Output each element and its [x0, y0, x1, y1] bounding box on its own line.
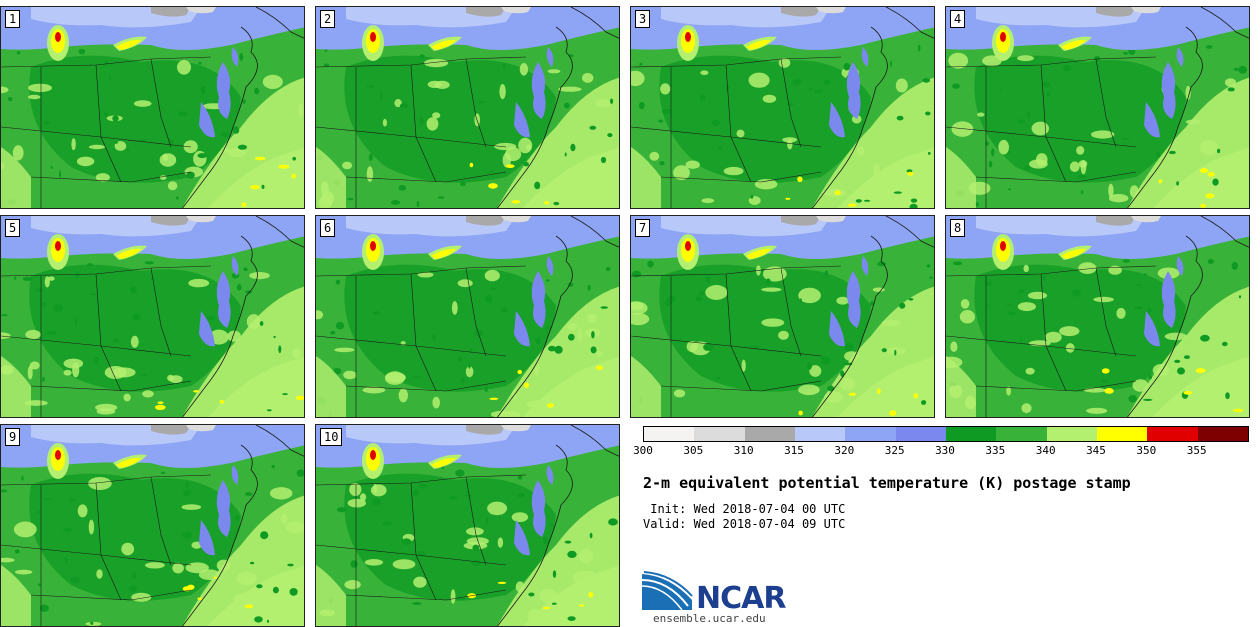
colorbar-tick-label: 310 — [733, 444, 754, 457]
ensemble-member-map: 7 — [630, 215, 935, 418]
colorbar-tick-label: 300 — [633, 444, 653, 457]
ensemble-member-map: 10 — [315, 424, 620, 627]
ensemble-member-map: 3 — [630, 6, 935, 209]
member-number-label: 10 — [320, 428, 343, 446]
colorbar-ticks: 300 305 310 315 320 325 330 335 340 345 350 355 — [633, 444, 1247, 460]
colorbar-swatch — [996, 427, 1047, 441]
colorbar-swatch — [1147, 427, 1198, 441]
colorbar-tick-label: 345 — [1086, 444, 1106, 457]
member-number-label: 9 — [5, 428, 21, 446]
member-number-label: 7 — [635, 219, 651, 237]
ensemble-member-map: 1 — [0, 6, 305, 209]
colorbar-tick-label: 335 — [985, 444, 1006, 457]
colorbar-tick-label: 355 — [1186, 444, 1207, 457]
ensemble-member-map: 8 — [945, 215, 1250, 418]
colorbar-swatch — [1046, 427, 1097, 441]
colorbar-tick-label: 305 — [683, 444, 704, 457]
member-number-label: 5 — [5, 219, 21, 237]
colorbar-tick-label: 325 — [884, 444, 905, 457]
colorbar-tick-label: 330 — [935, 444, 955, 457]
member-number-label: 8 — [950, 219, 966, 237]
colorbar-swatch — [845, 427, 896, 441]
colorbar-tick-label: 315 — [784, 444, 804, 457]
member-number-label: 6 — [320, 219, 336, 237]
ncar-logo-word: NCAR — [696, 581, 786, 616]
ensemble-member-map: 4 — [945, 6, 1250, 209]
init-time: Init: Wed 2018-07-04 00 UTC — [643, 502, 846, 516]
member-number-label: 4 — [950, 10, 966, 28]
colorbar-swatch — [794, 427, 846, 441]
colorbar-tick-label: 340 — [1035, 444, 1056, 457]
valid-time: Valid: Wed 2018-07-04 09 UTC — [643, 517, 846, 531]
colorbar-swatch — [895, 427, 946, 441]
colorbar-swatch — [945, 427, 997, 441]
ncar-logo-icon — [642, 571, 693, 610]
ensemble-member-map: 9 — [0, 424, 305, 627]
member-number-label: 3 — [635, 10, 651, 28]
ensemble-member-map: 2 — [315, 6, 620, 209]
site-url: ensemble.ucar.edu — [653, 612, 766, 625]
colorbar-tick-label: 320 — [834, 444, 855, 457]
colorbar-tick-label: 350 — [1136, 444, 1157, 457]
colorbar-swatch — [644, 427, 695, 441]
colorbar-swatch — [744, 427, 795, 441]
colorbar-swatch — [1096, 427, 1148, 441]
ensemble-member-map: 6 — [315, 215, 620, 418]
colorbar-swatch — [1197, 427, 1248, 441]
colorbar — [643, 426, 1249, 442]
member-number-label: 2 — [320, 10, 336, 28]
ensemble-member-map: 5 — [0, 215, 305, 418]
member-number-label: 1 — [5, 10, 21, 28]
figure-title: 2-m equivalent potential temperature (K)… — [643, 474, 1131, 492]
colorbar-swatch — [694, 427, 745, 441]
